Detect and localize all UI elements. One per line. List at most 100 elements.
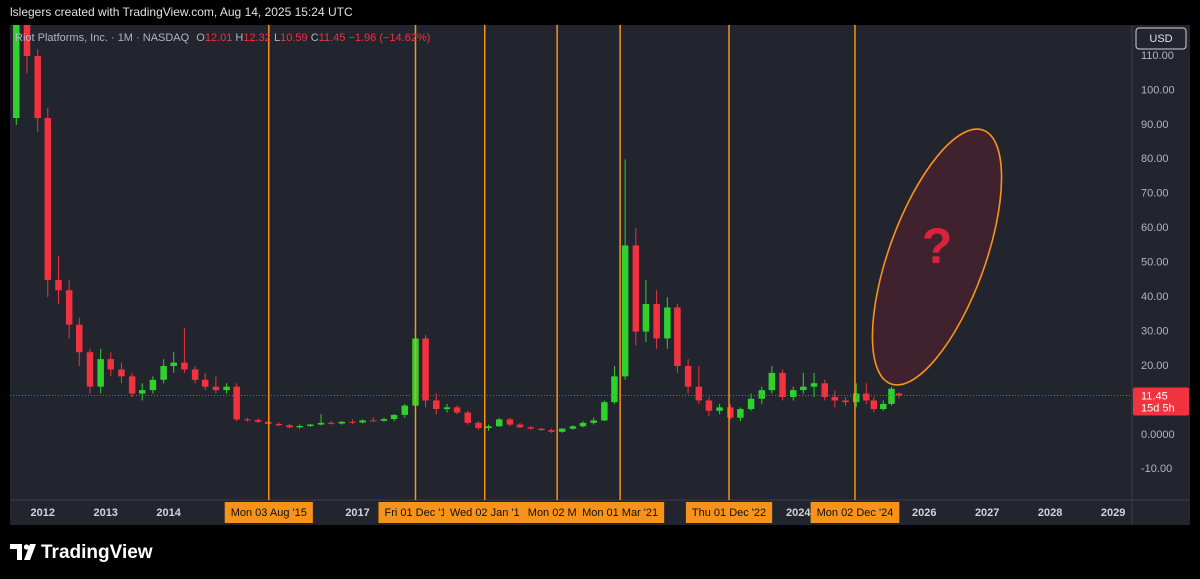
- marker-label-box: [224, 502, 313, 523]
- candle-body: [55, 279, 62, 291]
- candle-body: [653, 304, 660, 339]
- legend-value: 11.45: [319, 32, 346, 44]
- x-tick-label: 2017: [345, 507, 369, 519]
- candle-body: [569, 426, 577, 429]
- candle-body: [44, 118, 52, 280]
- candle-body: [296, 425, 303, 428]
- question-mark: ?: [922, 218, 953, 274]
- candle-body: [170, 362, 177, 367]
- candle-body: [768, 372, 776, 391]
- candle-body: [422, 338, 429, 401]
- marker-label-text: Fri 01 Dec '1: [384, 507, 446, 519]
- candle-body: [621, 245, 629, 377]
- marker-label-box: [443, 502, 526, 523]
- candle-body: [317, 422, 325, 425]
- legend-change: −1.96: [348, 32, 376, 44]
- candle-body: [870, 400, 878, 410]
- axes: -10.00 0.0000 20.00 30.00 40.00 50.00 60.00 70.…: [30, 50, 1189, 523]
- candle-body: [727, 407, 734, 418]
- candle-body: [880, 403, 887, 410]
- candle-body: [97, 359, 104, 387]
- candle-body: [716, 407, 723, 411]
- candle-body: [86, 352, 94, 387]
- y-tick-label: 40.00: [1141, 291, 1169, 303]
- candle-body: [107, 359, 114, 370]
- x-tick-label: 2012: [30, 507, 54, 519]
- candle-body: [888, 388, 895, 404]
- candle-body: [695, 386, 703, 401]
- legend: Riot Platforms, Inc. · 1M · NASDAQ O12.0…: [15, 32, 430, 44]
- candle-body: [642, 304, 650, 332]
- candle-body: [65, 290, 73, 325]
- marker-label: Mon 03 Aug '15: [224, 502, 313, 523]
- marker-label-box: [521, 502, 593, 523]
- candle-body: [664, 307, 671, 339]
- candle-body: [611, 376, 618, 403]
- candle-body: [800, 386, 807, 391]
- candle-body: [538, 428, 545, 431]
- candle-body: [76, 324, 83, 353]
- candle-body: [852, 393, 860, 403]
- marker-label-box: [810, 502, 900, 523]
- candle-body: [307, 424, 314, 426]
- x-tick-label: 2013: [93, 507, 117, 519]
- x-tick-label: 2028: [1038, 507, 1062, 519]
- legend-key: H: [235, 32, 243, 44]
- brand-icon: [10, 544, 36, 560]
- marker-label-box: [378, 502, 453, 523]
- candle-body: [485, 426, 492, 429]
- candle-body: [212, 386, 220, 391]
- candle-body: [433, 400, 440, 410]
- y-tick-label: 50.00: [1141, 257, 1169, 269]
- last-price-box: [1133, 387, 1189, 416]
- legend-key: O: [196, 32, 205, 44]
- candle-body: [779, 372, 786, 398]
- candle-body: [191, 369, 199, 380]
- marker-label: Mon 02 Dec '24: [810, 502, 900, 523]
- x-tick-label: 2014: [156, 507, 181, 519]
- candle-body: [149, 379, 157, 391]
- y-tick-label: 0.0000: [1141, 429, 1175, 441]
- candle-body: [327, 422, 335, 424]
- candle-body: [527, 427, 534, 429]
- forecast-ellipse: [871, 128, 1003, 386]
- candle-body: [138, 390, 146, 394]
- marker-label: Wed 02 Jan '1: [443, 502, 526, 523]
- candle-body: [558, 428, 566, 432]
- countdown-label: 15d 5h: [1141, 402, 1175, 414]
- candle-body: [244, 419, 251, 421]
- currency-label[interactable]: USD: [1149, 33, 1172, 45]
- candle-body: [286, 425, 293, 428]
- candle-body: [705, 400, 713, 411]
- attribution: lslegers created with TradingView.com, A…: [10, 5, 353, 19]
- x-tick-label: 2029: [1101, 507, 1125, 519]
- marker-label-text: Mon 02 Mar: [528, 507, 587, 519]
- currency-button[interactable]: [1135, 27, 1187, 50]
- marker-label-text: Thu 01 Dec '22: [692, 507, 766, 519]
- chart-panel: [10, 25, 1190, 525]
- candle-body: [831, 397, 839, 401]
- candle-body: [790, 390, 797, 398]
- candle-body: [863, 393, 870, 401]
- candle-body: [118, 369, 125, 377]
- candle-body: [34, 56, 41, 119]
- candle-body: [453, 407, 461, 413]
- marker-label: Mon 01 Mar '21: [576, 502, 665, 523]
- candle-body: [338, 421, 346, 424]
- marker-label: Thu 01 Dec '22: [685, 502, 773, 523]
- legend-key: C: [311, 32, 319, 44]
- legend-change-pct: (−14.62%): [379, 32, 430, 44]
- candle-body: [401, 405, 409, 415]
- candle-body: [601, 402, 608, 421]
- candle-body: [632, 245, 640, 332]
- y-tick-label: 110.00: [1141, 50, 1174, 62]
- brand-logo: [10, 544, 36, 560]
- marker-label-text: Mon 03 Aug '15: [231, 507, 307, 519]
- marker-label-text: Wed 02 Jan '1: [450, 507, 520, 519]
- brand: TradingView: [41, 542, 153, 563]
- candle-body: [810, 383, 818, 387]
- candle-body: [201, 379, 209, 387]
- candle-body: [747, 398, 755, 410]
